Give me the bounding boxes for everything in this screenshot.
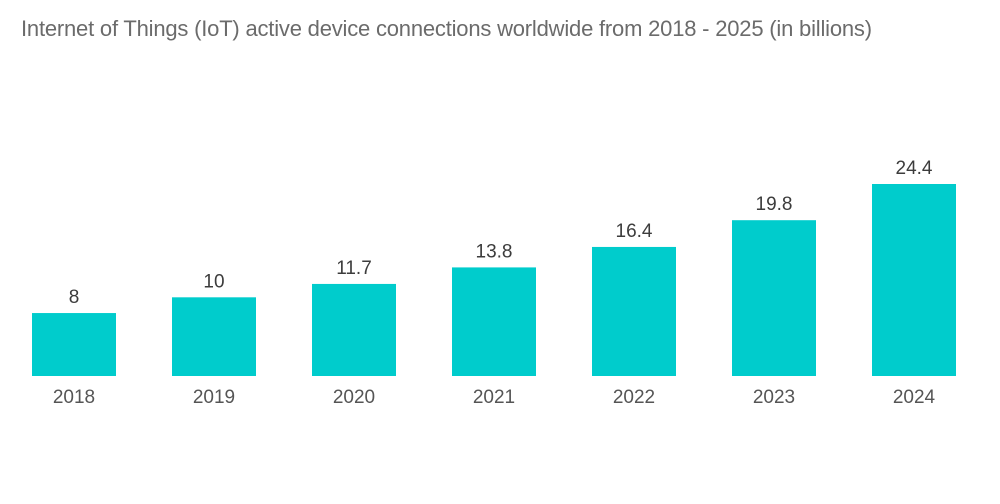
bar-2024 bbox=[872, 184, 956, 376]
x-tick-label-2018: 2018 bbox=[53, 387, 95, 408]
bar-2021 bbox=[452, 267, 536, 376]
value-label-2021: 13.8 bbox=[476, 241, 513, 262]
x-tick-label-2023: 2023 bbox=[753, 387, 795, 408]
x-tick-label-2021: 2021 bbox=[473, 387, 515, 408]
x-tick-label-2024: 2024 bbox=[893, 387, 936, 408]
x-tick-label-2020: 2020 bbox=[333, 387, 375, 408]
bar-2022 bbox=[592, 246, 676, 376]
value-label-2022: 16.4 bbox=[616, 221, 653, 242]
bar-2019 bbox=[172, 297, 256, 376]
value-labels-group: 8 10 11.7 13.8 16.4 19.8 24.4 bbox=[69, 158, 933, 308]
value-label-2024: 24.4 bbox=[896, 158, 933, 179]
bar-2018 bbox=[32, 313, 116, 376]
bars-group bbox=[32, 184, 956, 376]
value-label-2023: 19.8 bbox=[756, 194, 793, 215]
x-tick-label-2019: 2019 bbox=[193, 387, 235, 408]
value-label-2019: 10 bbox=[203, 271, 224, 292]
chart-title: Internet of Things (IoT) active device c… bbox=[21, 16, 872, 41]
value-label-2018: 8 bbox=[69, 287, 80, 308]
bar-2023 bbox=[732, 220, 816, 376]
x-tick-labels-group: 2018 2019 2020 2021 2022 2023 2024 bbox=[53, 387, 936, 408]
bar-2020 bbox=[312, 283, 396, 376]
value-label-2020: 11.7 bbox=[336, 258, 372, 279]
x-tick-label-2022: 2022 bbox=[613, 387, 655, 408]
